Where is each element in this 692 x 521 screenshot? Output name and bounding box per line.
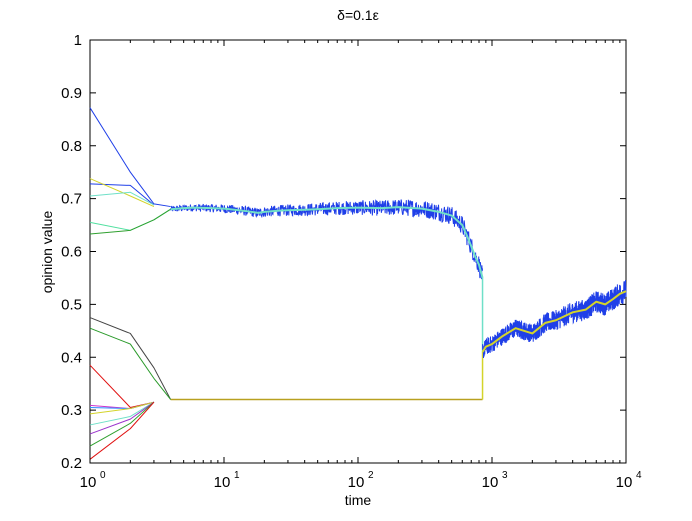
series-line-6	[89, 208, 171, 235]
x-tick-exponent-3: 3	[502, 470, 508, 481]
y-tick-label-1: 0.3	[61, 402, 82, 419]
series-line-12	[89, 401, 155, 415]
series-line-13	[89, 401, 155, 426]
series-line-1	[89, 107, 171, 208]
series-line-3	[89, 178, 155, 208]
chart-title: δ=0.1ε	[337, 7, 379, 23]
plot-area	[89, 39, 627, 464]
series-line-14	[89, 401, 155, 435]
merged-cluster-mean	[481, 290, 627, 353]
y-tick-label-2: 0.4	[61, 349, 82, 366]
y-tick-label-3: 0.5	[61, 296, 82, 313]
x-tick-exponent-0: 0	[100, 470, 106, 481]
y-tick-label-7: 0.9	[61, 85, 82, 102]
x-tick-exponent-4: 4	[636, 470, 642, 481]
y-tick-label-6: 0.8	[61, 138, 82, 155]
y-axis-label: opinion value	[39, 211, 55, 294]
x-tick-exponent-2: 2	[368, 470, 374, 481]
series-line-15	[89, 401, 155, 447]
upper-cluster-mean	[170, 206, 484, 279]
y-tick-label-5: 0.7	[61, 191, 82, 208]
x-axis-label: time	[345, 492, 372, 508]
y-tick-label-8: 1	[74, 32, 82, 49]
series-line-4	[89, 191, 155, 206]
series-line-8	[89, 327, 172, 400]
y-tick-label-4: 0.6	[61, 244, 82, 261]
x-tick-label-3: 10	[482, 474, 499, 491]
x-tick-label-1: 10	[214, 474, 231, 491]
series-layer	[89, 107, 627, 460]
series-line-7	[89, 317, 172, 400]
upper-cluster-band	[170, 199, 484, 280]
x-tick-label-0: 10	[80, 474, 97, 491]
x-tick-label-2: 10	[348, 474, 365, 491]
x-tick-exponent-1: 1	[234, 470, 240, 481]
y-tick-label-0: 0.2	[61, 455, 82, 472]
x-tick-label-4: 10	[616, 474, 633, 491]
series-line-16	[89, 401, 155, 460]
